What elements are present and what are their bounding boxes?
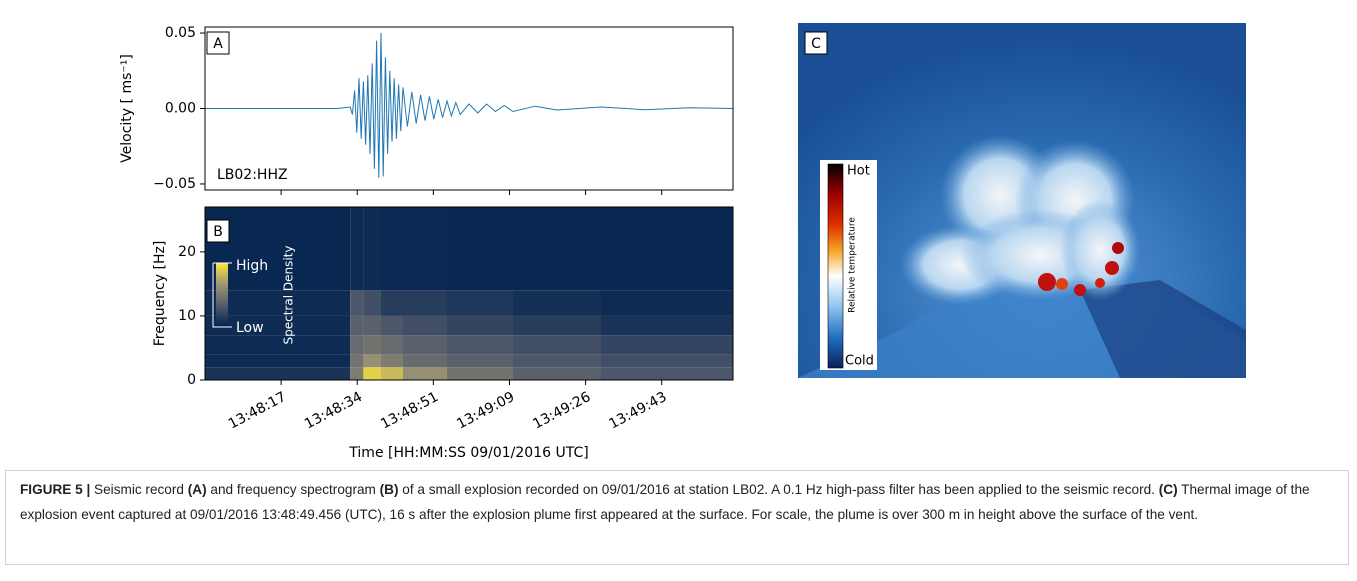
- heat-cell: [403, 354, 447, 368]
- heat-cell: [403, 290, 447, 316]
- heat-cell: [513, 290, 601, 316]
- panel-label: C: [811, 36, 821, 52]
- heat-cell: [513, 335, 601, 355]
- heat-cell: [350, 290, 364, 316]
- heat-cell: [363, 335, 381, 355]
- heat-cell: [205, 290, 351, 316]
- plot-frame: [204, 26, 734, 191]
- heat-cell: [447, 315, 513, 336]
- caption-bold: (C): [1158, 482, 1178, 497]
- caption-bold: FIGURE 5 |: [20, 482, 91, 497]
- colorbar-low: Cold: [845, 354, 874, 369]
- heat-cell: [601, 315, 733, 336]
- heat-cell: [447, 335, 513, 355]
- x-tick-label: 13:48:17: [226, 389, 289, 433]
- heat-cell: [381, 335, 403, 355]
- x-tick-label: 13:49:26: [530, 389, 593, 433]
- heat-cell: [403, 207, 447, 291]
- heat-cell: [403, 315, 447, 336]
- heat-cell: [363, 367, 381, 380]
- y-tick-label: 0.00: [165, 101, 196, 117]
- thermal-image: Hot Cold Relative temperature: [798, 23, 1246, 378]
- heat-cell: [601, 354, 733, 368]
- figure: Hot Cold Relative temperature 0.05 0.00 −0.0…: [119, 23, 1246, 461]
- heat-cell: [363, 290, 381, 316]
- heat-cell: [601, 290, 733, 316]
- colorbar-low: Low: [236, 320, 264, 336]
- heat-cell: [363, 207, 381, 291]
- caption-box: FIGURE 5 | Seismic record (A) and freque…: [5, 470, 1349, 565]
- heat-cell: [363, 315, 381, 336]
- plot-frame: [204, 206, 734, 381]
- y-tick-label: 0.05: [165, 25, 196, 41]
- heat-cell: [350, 367, 364, 380]
- y-tick-label: −0.05: [153, 176, 196, 192]
- heat-cell: [601, 367, 733, 380]
- x-tick-label: 13:49:09: [454, 389, 517, 433]
- heat-cell: [381, 207, 403, 291]
- heat-cell: [381, 290, 403, 316]
- panel-label: B: [213, 224, 223, 240]
- x-tick-label: 13:49:43: [606, 389, 669, 433]
- x-tick-label: 13:48:51: [378, 389, 441, 433]
- caption-bold: (A): [187, 482, 207, 497]
- y-axis-label: Velocity [ ms⁻¹]: [119, 54, 135, 163]
- colorbar-label: Spectral Density: [282, 246, 296, 345]
- caption: FIGURE 5 | Seismic record (A) and freque…: [20, 477, 1340, 527]
- heat-cell: [350, 354, 364, 368]
- heat-cell: [513, 315, 601, 336]
- caption-text: and frequency spectrogram: [206, 482, 380, 497]
- colorbar: [216, 263, 228, 327]
- colorbar-label: Relative temperature: [848, 217, 858, 313]
- heat-cell: [403, 367, 447, 380]
- heat-cell: [205, 354, 351, 368]
- panel-label-box: [206, 219, 230, 243]
- heat-cell: [601, 207, 733, 291]
- y-tick-label: 10: [178, 308, 196, 324]
- colorbar-high: High: [236, 258, 268, 274]
- caption-bold: (B): [379, 482, 399, 497]
- heat-cell: [403, 335, 447, 355]
- caption-text: of a small explosion recorded on 09/01/2…: [398, 482, 1159, 497]
- heat-cell: [601, 335, 733, 355]
- panel-label-box: [206, 31, 230, 55]
- y-tick-label: 20: [178, 244, 196, 260]
- heat-cell: [513, 354, 601, 368]
- y-tick-label: 0: [187, 372, 196, 388]
- caption-text: Seismic record: [90, 482, 188, 497]
- colorbar-frame: [212, 262, 232, 328]
- heat-cell: [350, 335, 364, 355]
- x-axis-label: Time [HH:MM:SS 09/01/2016 UTC]: [348, 445, 588, 461]
- y-axis-label: Frequency [Hz]: [152, 241, 168, 347]
- heat-cell: [447, 290, 513, 316]
- heat-cell: [205, 315, 351, 336]
- heat-cell: [205, 335, 351, 355]
- waveform: [205, 32, 734, 178]
- heat-cell: [447, 367, 513, 380]
- heat-cell: [205, 367, 351, 380]
- panel-label: A: [213, 36, 223, 52]
- panel-label-box: [804, 31, 828, 55]
- heat-cell: [350, 315, 364, 336]
- heat-cell: [513, 207, 601, 291]
- heat-cell: [513, 367, 601, 380]
- heat-cell: [447, 354, 513, 368]
- heat-cell: [363, 354, 381, 368]
- heat-cell: [350, 207, 364, 291]
- x-tick-label: 13:48:34: [302, 389, 365, 433]
- heat-cell: [381, 315, 403, 336]
- heat-cell: [381, 354, 403, 368]
- heat-cell: [381, 367, 403, 380]
- annotation: LB02:HHZ: [217, 167, 288, 183]
- caption-text: Thermal image of the explosion event cap…: [20, 482, 1314, 522]
- heat-cell: [447, 207, 513, 291]
- colorbar-high: Hot: [847, 164, 870, 179]
